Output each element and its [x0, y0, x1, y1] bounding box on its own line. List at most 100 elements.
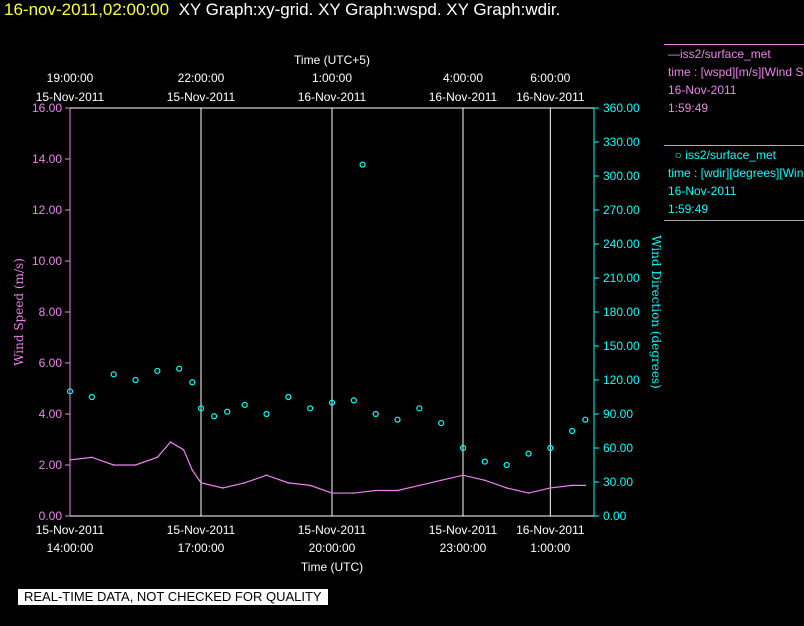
wind-direction-point-18	[394, 416, 401, 423]
x-bottom-tick-date-2: 15-Nov-2011	[298, 523, 367, 537]
x-bottom-axis-label: Time (UTC)	[301, 560, 363, 574]
y-left-tick-label-6: 12.00	[32, 203, 62, 217]
legend-wdir-date: 16-Nov-2011	[668, 184, 737, 198]
wind-speed-point-9	[222, 487, 224, 489]
quality-disclaimer: REAL-TIME DATA, NOT CHECKED FOR QUALITY	[18, 589, 328, 605]
wind-speed-point-4	[156, 456, 159, 459]
wind-direction-point-12	[285, 393, 292, 401]
y-left-tick-label-7: 14.00	[32, 152, 62, 166]
wind-direction-point-7	[197, 405, 205, 412]
legend-wspd-time: 1:59:49	[668, 101, 709, 115]
wind-speed-point-21	[484, 479, 486, 482]
y-left-tick-label-2: 4.00	[39, 407, 63, 421]
x-bottom-tick-date-4: 16-Nov-2011	[516, 523, 585, 537]
wind-speed-point-14	[331, 492, 333, 494]
wind-speed-point-16	[374, 489, 377, 492]
wind-speed-point-3	[134, 464, 137, 466]
wind-speed-point-11	[265, 474, 268, 477]
y-left-tick-label-0: 0.00	[39, 509, 63, 523]
wind-direction-point-25	[547, 444, 554, 452]
x-top-tick-date-0: 15-Nov-2011	[36, 90, 105, 104]
legend: —iss2/surface_met time : [wspd][m/s][Win…	[664, 44, 804, 221]
y-right-tick-label-11: 330.00	[603, 135, 640, 149]
x-top-tick-time-3: 4:00:00	[443, 71, 483, 85]
wind-direction-point-1	[88, 393, 95, 401]
x-top-tick-date-3: 16-Nov-2011	[429, 90, 498, 104]
wind-speed-point-1	[91, 456, 93, 459]
wind-direction-point-0	[66, 388, 74, 395]
x-bottom-tick-time-0: 14:00:00	[47, 541, 94, 555]
wind-direction-point-27	[582, 416, 589, 423]
wind-speed-point-17	[396, 489, 399, 492]
wind-speed-point-19	[440, 479, 442, 482]
wind-speed-point-24	[549, 487, 552, 489]
y-right-tick-label-3: 90.00	[603, 407, 633, 421]
x-top-axis-label: Time (UTC+5)	[294, 53, 370, 67]
wind-direction-point-9	[224, 408, 231, 415]
legend-wspd: —iss2/surface_met time : [wspd][m/s][Win…	[664, 44, 804, 146]
wind-direction-point-23	[503, 461, 510, 469]
legend-wdir-time: 1:59:49	[668, 202, 709, 216]
x-top-tick-date-4: 16-Nov-2011	[516, 90, 585, 104]
wind-speed-point-6	[182, 448, 185, 451]
wind-direction-point-11	[263, 410, 270, 418]
wind-direction-point-3	[132, 376, 139, 384]
wind-speed-point-12	[287, 482, 290, 484]
wind-direction-point-14	[328, 399, 336, 406]
y-right-tick-label-2: 60.00	[603, 441, 633, 455]
y-right-tick-label-9: 270.00	[603, 203, 640, 217]
x-bottom-tick-time-1: 17:00:00	[178, 541, 225, 555]
x-bottom-tick-date-3: 15-Nov-2011	[429, 523, 498, 537]
y-left-tick-label-3: 6.00	[39, 356, 63, 370]
wind-direction-point-5	[176, 365, 183, 372]
y-right-tick-label-4: 120.00	[603, 373, 640, 387]
legend-wspd-desc: time : [wspd][m/s][Wind Speed]	[668, 65, 804, 79]
wind-speed-point-26	[584, 484, 587, 487]
wind-speed-point-20	[462, 474, 464, 477]
title-date: 16-nov-2011,02:00:00	[4, 0, 170, 19]
wind-speed-point-18	[418, 484, 421, 487]
wind-direction-point-16	[359, 161, 366, 168]
wind-speed-point-8	[200, 482, 202, 484]
wind-speed-point-23	[527, 492, 530, 494]
wind-speed-point-13	[309, 484, 311, 487]
wind-direction-point-4	[154, 367, 161, 375]
y-right-tick-label-6: 180.00	[603, 305, 640, 319]
wind-direction-point-13	[307, 405, 314, 412]
x-bottom-tick-date-0: 15-Nov-2011	[36, 523, 105, 537]
wind-direction-point-10	[241, 401, 248, 409]
y-right-tick-label-12: 360.00	[603, 101, 640, 115]
y-right-tick-label-10: 300.00	[603, 169, 640, 183]
x-top-tick-date-2: 16-Nov-2011	[298, 90, 367, 104]
y-left-tick-label-1: 2.00	[39, 458, 63, 472]
x-bottom-tick-time-4: 1:00:00	[530, 541, 570, 555]
wind-direction-point-20	[438, 419, 445, 427]
wind-speed-point-10	[243, 482, 246, 484]
wind-direction-point-6	[189, 379, 196, 386]
wind-speed-point-25	[571, 484, 573, 487]
wind-direction-point-22	[481, 458, 488, 465]
wind-direction-point-26	[569, 427, 576, 435]
y-right-tick-label-1: 30.00	[603, 475, 633, 489]
legend-wspd-date: 16-Nov-2011	[668, 83, 737, 97]
y-left-axis-label: Wind Speed (m/s)	[12, 258, 26, 366]
y-right-axis-label: Wind Direction (degrees)	[649, 235, 663, 389]
legend-wdir-name: ○ iss2/surface_met	[668, 148, 776, 162]
y-left-tick-label-5: 10.00	[32, 254, 62, 268]
y-right-tick-label-7: 210.00	[603, 271, 640, 285]
x-top-tick-time-1: 22:00:00	[178, 71, 225, 85]
wind-direction-point-15	[350, 397, 357, 404]
x-top-tick-time-0: 19:00:00	[47, 71, 94, 85]
graph-title: 16-nov-2011,02:00:00 XY Graph:xy-grid. X…	[4, 0, 560, 20]
wind-direction-point-2	[110, 371, 117, 378]
wind-direction-point-8	[211, 413, 218, 420]
wind-direction-point-24	[525, 450, 532, 457]
wind-speed-point-2	[112, 464, 115, 466]
x-bottom-tick-time-2: 20:00:00	[309, 541, 356, 555]
title-graph-names: XY Graph:xy-grid. XY Graph:wspd. XY Grap…	[178, 0, 561, 19]
x-bottom-tick-date-1: 15-Nov-2011	[167, 523, 236, 537]
x-top-tick-time-2: 1:00:00	[312, 71, 352, 85]
legend-wspd-name: —iss2/surface_met	[668, 47, 771, 61]
wind-speed-point-5	[169, 441, 172, 443]
